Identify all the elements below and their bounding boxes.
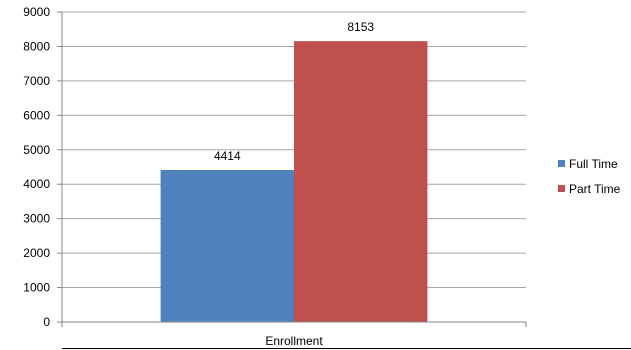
legend-swatch [558, 160, 565, 167]
y-tick-label: 2000 [23, 246, 50, 260]
y-tick-label: 7000 [23, 74, 50, 88]
bar [160, 169, 294, 322]
bars [160, 41, 428, 323]
y-tick-label: 4000 [23, 177, 50, 191]
legend-label: Full Time [569, 157, 618, 171]
legend: Full Time Part Time [558, 157, 621, 196]
y-tick-label: 0 [43, 315, 50, 329]
data-label: 8153 [347, 20, 374, 34]
data-labels: 4414 8153 [214, 20, 374, 163]
y-tick-label: 1000 [23, 281, 50, 295]
y-tick-label: 3000 [23, 212, 50, 226]
x-category-label: Enrollment [265, 334, 323, 348]
legend-swatch [558, 185, 565, 192]
data-label: 4414 [214, 149, 241, 163]
y-tick-label: 9000 [23, 5, 50, 19]
y-tick-label: 5000 [23, 143, 50, 157]
legend-label: Part Time [569, 182, 621, 196]
bar [294, 41, 428, 323]
axes [57, 11, 631, 349]
x-axis-categories: Enrollment [265, 334, 323, 348]
y-tick-label: 6000 [23, 108, 50, 122]
y-axis-ticks: 0 1000 2000 3000 4000 5000 6000 7000 8000 9000 [23, 5, 50, 329]
y-tick-label: 8000 [23, 39, 50, 53]
